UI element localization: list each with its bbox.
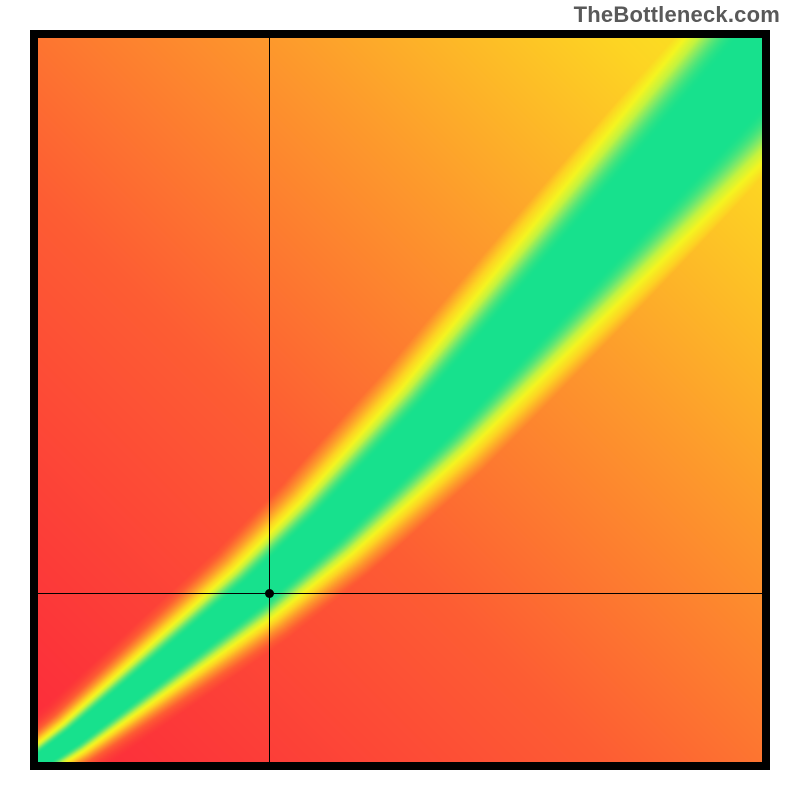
- watermark-text: TheBottleneck.com: [574, 2, 780, 28]
- chart-container: TheBottleneck.com: [0, 0, 800, 800]
- heatmap-canvas: [38, 38, 762, 762]
- plot-area: [38, 38, 762, 762]
- plot-border: [30, 30, 770, 770]
